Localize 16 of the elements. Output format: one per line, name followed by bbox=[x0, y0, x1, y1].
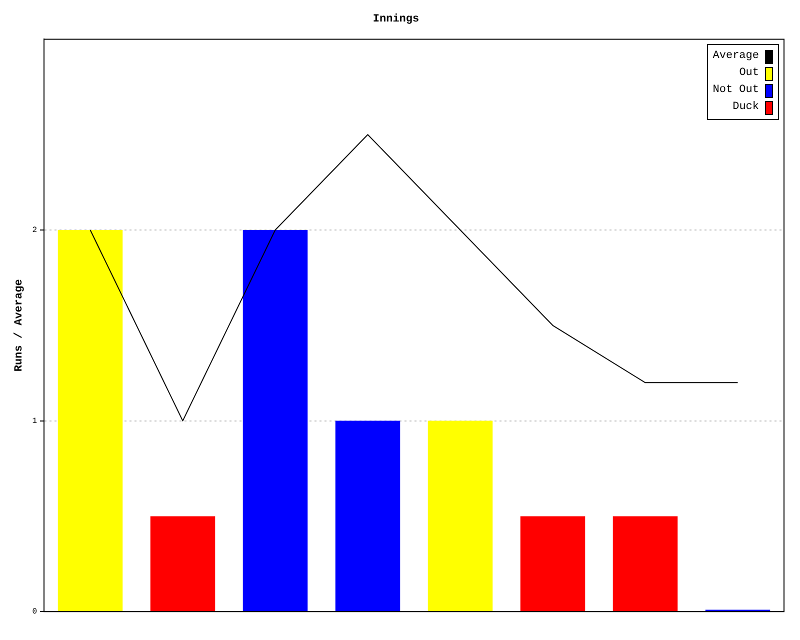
bar bbox=[242, 230, 308, 612]
legend-label: Duck bbox=[732, 100, 759, 116]
chart-title: Innings bbox=[372, 13, 420, 26]
bar bbox=[150, 516, 216, 612]
y-tick-label: 2 bbox=[32, 226, 38, 236]
bar bbox=[58, 230, 123, 612]
legend-label: Not Out bbox=[712, 83, 759, 98]
legend-label: Average bbox=[712, 49, 759, 64]
bar bbox=[520, 516, 586, 612]
legend-label: Out bbox=[739, 66, 759, 82]
y-tick-label: 1 bbox=[32, 416, 38, 426]
bar bbox=[612, 516, 678, 612]
y-axis-title: Runs / Average bbox=[13, 278, 26, 372]
bar bbox=[335, 420, 400, 612]
bar bbox=[428, 420, 493, 612]
y-tick-label: 0 bbox=[32, 608, 38, 617]
